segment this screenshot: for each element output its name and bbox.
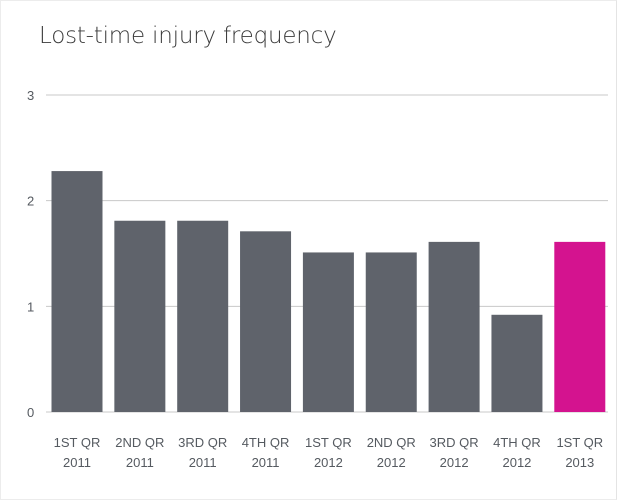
x-tick-label: 1ST QR (54, 435, 101, 450)
y-tick-label: 0 (27, 405, 34, 420)
x-tick-label-year: 2012 (377, 455, 406, 470)
bar (114, 220, 166, 412)
bar (365, 252, 417, 412)
bar (428, 241, 480, 412)
y-tick-label: 1 (27, 299, 34, 314)
bar (240, 231, 292, 412)
x-tick-label-year: 2011 (252, 455, 280, 470)
x-tick-label-year: 2012 (502, 455, 531, 470)
bar (302, 252, 354, 412)
bar (491, 314, 543, 412)
x-tick-label: 4TH QR (493, 435, 541, 450)
x-tick-label: 3RD QR (178, 435, 227, 450)
bar (554, 241, 606, 412)
x-tick-label-year: 2012 (314, 455, 343, 470)
x-tick-label-year: 2011 (63, 455, 91, 470)
x-tick-label: 2ND QR (367, 435, 416, 450)
y-tick-label: 3 (27, 88, 34, 103)
x-tick-label-year: 2011 (189, 455, 217, 470)
x-tick-label: 1ST QR (305, 435, 352, 450)
x-tick-label-year: 2013 (565, 455, 594, 470)
y-tick-label: 2 (27, 194, 34, 209)
x-tick-label: 1ST QR (556, 435, 603, 450)
chart-title: Lost-time injury frequency (39, 23, 337, 49)
x-tick-label: 3RD QR (430, 435, 479, 450)
bar (177, 220, 229, 412)
x-tick-label-year: 2012 (440, 455, 469, 470)
x-tick-label: 2ND QR (115, 435, 164, 450)
x-tick-label: 4TH QR (242, 435, 290, 450)
bar (51, 171, 103, 412)
x-tick-label-year: 2011 (126, 455, 154, 470)
